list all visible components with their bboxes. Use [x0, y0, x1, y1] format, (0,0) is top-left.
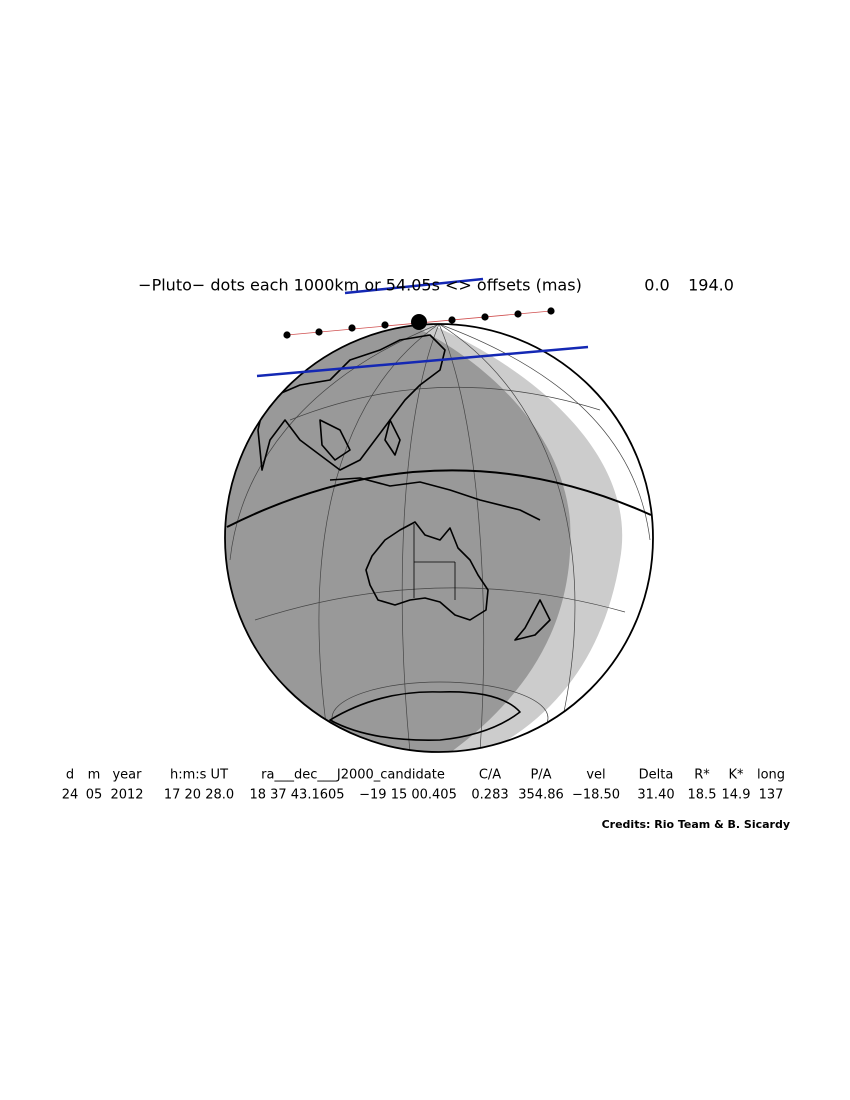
offset-x: 0.0: [644, 276, 669, 295]
table-header: d: [66, 768, 74, 783]
table-header: Delta: [639, 768, 674, 783]
table-value: 14.9: [722, 788, 751, 803]
track-dot: [411, 314, 427, 330]
table-header: R*: [694, 768, 710, 783]
table-value: 31.40: [637, 788, 674, 803]
track-dot: [481, 313, 489, 321]
table-value: 17 20 28.0: [164, 788, 234, 803]
globe: [225, 324, 653, 752]
track-dots: [283, 307, 555, 339]
table-header: K*: [728, 768, 744, 783]
track-dot: [448, 316, 456, 324]
track-dot: [381, 321, 389, 329]
table-value: 18 37 43.1605: [249, 788, 344, 803]
shadow-limit-line: [256, 345, 589, 378]
table-value: −19 15 00.405: [359, 788, 457, 803]
shadow-limit-line: [344, 277, 484, 295]
credits: Credits: Rio Team & B. Sicardy: [602, 818, 790, 831]
track-dot: [514, 310, 522, 318]
table-header: h:m:s UT: [170, 768, 228, 783]
coastlines: [257, 334, 551, 741]
table-value: 05: [86, 788, 103, 803]
table-header: year: [112, 768, 142, 783]
table-header: P/A: [530, 768, 551, 783]
table-value: 354.86: [518, 788, 564, 803]
map-title: −Pluto− dots each 1000km or 54.05s <> of…: [138, 276, 582, 295]
globe-limb: [224, 323, 654, 753]
table-value: 24: [62, 788, 79, 803]
table-header: vel: [586, 768, 605, 783]
track-dot: [348, 324, 356, 332]
track-dot: [315, 328, 323, 336]
offset-y: 194.0: [688, 276, 734, 295]
equator: [226, 469, 652, 528]
table-header: long: [757, 768, 785, 783]
track-dot: [547, 307, 555, 315]
table-value: 2012: [110, 788, 143, 803]
table-value: 137: [759, 788, 784, 803]
table-value: 18.5: [688, 788, 717, 803]
table-header: ra___dec___J2000_candidate: [261, 768, 445, 783]
table-header: C/A: [479, 768, 501, 783]
track-dot: [283, 331, 291, 339]
event-table: d m year h:m:s UT ra___dec___J2000_candidate…: [62, 768, 785, 803]
table-header: m: [88, 768, 101, 783]
night-side: [225, 324, 571, 752]
table-value: 0.283: [471, 788, 508, 803]
table-value: −18.50: [572, 788, 620, 803]
